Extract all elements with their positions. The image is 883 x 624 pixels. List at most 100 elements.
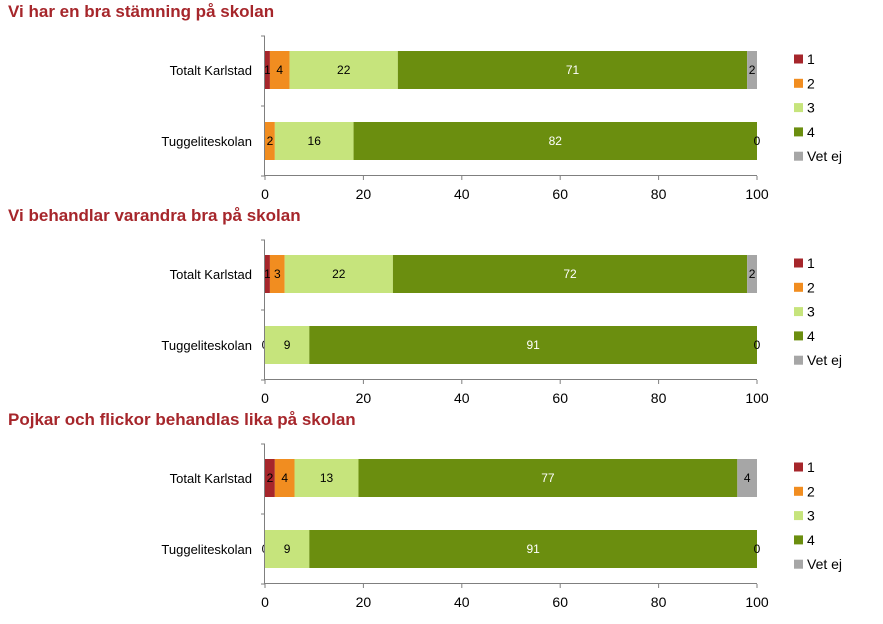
legend-swatch <box>794 307 803 317</box>
bar-segment-4 <box>309 326 757 364</box>
x-tick-label: 40 <box>454 594 470 610</box>
bar-segment-3 <box>289 51 398 89</box>
x-tick-label: 100 <box>745 390 769 406</box>
x-tick-label: 60 <box>552 390 568 406</box>
x-tick-label: 0 <box>261 390 269 406</box>
bar-segment-vet-ej <box>737 459 757 497</box>
x-tick-label: 20 <box>356 390 372 406</box>
legend-label: Vet ej <box>807 148 842 164</box>
legend-swatch <box>794 486 803 496</box>
chart-panel-2: Vi behandlar varandra bra på skolan Tota… <box>0 204 883 409</box>
legend-label: Vet ej <box>807 352 842 368</box>
data-label: 13 <box>320 471 334 485</box>
data-label: 22 <box>337 63 351 77</box>
data-label: 77 <box>541 471 555 485</box>
bar-segment-2 <box>269 51 290 89</box>
legend-swatch <box>794 331 803 341</box>
legend-label: 2 <box>807 279 815 295</box>
bar-segment-vet-ej <box>747 255 757 293</box>
data-label: 82 <box>549 134 563 148</box>
legend-label: 3 <box>807 100 815 116</box>
x-tick-label: 80 <box>651 186 667 202</box>
legend-label: 2 <box>807 75 815 91</box>
legend-label: 1 <box>807 459 815 475</box>
legend-swatch <box>794 282 803 292</box>
bar-segment-3 <box>284 255 393 293</box>
legend-swatch <box>794 559 803 569</box>
data-label: 2 <box>267 471 274 485</box>
bar-segment-vet-ej <box>747 51 757 89</box>
legend-label: 4 <box>807 328 815 344</box>
chart-panel-3: Pojkar och flickor behandlas lika på sko… <box>0 408 883 613</box>
data-label: 4 <box>744 471 751 485</box>
x-tick-label: 20 <box>356 186 372 202</box>
data-label: 1 <box>264 267 271 281</box>
data-label: 71 <box>566 63 580 77</box>
data-label: 91 <box>526 542 540 556</box>
bar-segment-1 <box>265 255 270 293</box>
chart-title: Vi har en bra stämning på skolan <box>8 2 275 21</box>
bar-segment-3 <box>265 326 310 364</box>
category-label: Tuggeliteskolan <box>161 542 252 557</box>
bar-segment-3 <box>274 122 354 160</box>
bar-segment-4 <box>353 122 757 160</box>
data-label: 72 <box>563 267 577 281</box>
data-label: 0 <box>754 134 761 148</box>
x-tick-label: 80 <box>651 594 667 610</box>
category-label: Totalt Karlstad <box>170 63 252 78</box>
data-label: 3 <box>274 267 281 281</box>
chart-panel-1: Vi har en bra stämning på skolan Totalt … <box>0 0 883 205</box>
legend-swatch <box>794 511 803 521</box>
bar-segment-4 <box>358 459 738 497</box>
chart-title: Vi behandlar varandra bra på skolan <box>8 206 301 225</box>
x-tick-label: 60 <box>552 186 568 202</box>
data-label: 2 <box>749 63 756 77</box>
data-label: 16 <box>308 134 322 148</box>
legend-label: 1 <box>807 255 815 271</box>
bar-segment-1 <box>265 51 270 89</box>
category-label: Totalt Karlstad <box>170 471 252 486</box>
legend-swatch <box>794 127 803 137</box>
data-label: 1 <box>264 63 271 77</box>
stacked-bar-chart: Totalt Karlstad1322722Tuggeliteskolan099… <box>161 239 842 406</box>
x-tick-label: 40 <box>454 186 470 202</box>
data-label: 2 <box>749 267 756 281</box>
category-label: Tuggeliteskolan <box>161 338 252 353</box>
bar-segment-4 <box>397 51 748 89</box>
legend-label: 2 <box>807 483 815 499</box>
data-label: 0 <box>754 338 761 352</box>
data-label: 9 <box>284 542 291 556</box>
category-label: Totalt Karlstad <box>170 267 252 282</box>
data-label: 4 <box>276 63 283 77</box>
legend-label: Vet ej <box>807 556 842 572</box>
data-label: 2 <box>267 134 274 148</box>
bar-segment-1 <box>265 459 275 497</box>
data-label: 0 <box>754 542 761 556</box>
legend-label: 4 <box>807 532 815 548</box>
x-tick-label: 0 <box>261 594 269 610</box>
legend-swatch <box>794 462 803 472</box>
data-label: 91 <box>526 338 540 352</box>
bar-segment-4 <box>309 530 757 568</box>
bar-segment-2 <box>274 459 295 497</box>
bar-segment-3 <box>294 459 359 497</box>
data-label: 4 <box>281 471 288 485</box>
legend-label: 4 <box>807 124 815 140</box>
data-label: 9 <box>284 338 291 352</box>
legend-swatch <box>794 355 803 365</box>
chart-title: Pojkar och flickor behandlas lika på sko… <box>8 410 356 429</box>
bar-segment-3 <box>265 530 310 568</box>
x-tick-label: 100 <box>745 594 769 610</box>
legend-swatch <box>794 54 803 64</box>
legend-swatch <box>794 535 803 545</box>
x-tick-label: 40 <box>454 390 470 406</box>
bar-segment-2 <box>265 122 275 160</box>
legend-label: 3 <box>807 508 815 524</box>
data-label: 22 <box>332 267 346 281</box>
legend-label: 3 <box>807 304 815 320</box>
bar-segment-2 <box>269 255 285 293</box>
x-tick-label: 20 <box>356 594 372 610</box>
x-tick-label: 100 <box>745 186 769 202</box>
x-tick-label: 0 <box>261 186 269 202</box>
